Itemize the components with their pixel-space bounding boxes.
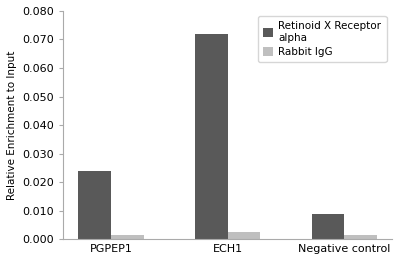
Bar — [344, 235, 377, 239]
Y-axis label: Relative Enrichment to Input: Relative Enrichment to Input — [7, 50, 17, 200]
Bar — [195, 34, 228, 239]
Bar — [228, 232, 260, 239]
Bar — [312, 213, 344, 239]
Legend: Retinoid X Receptor
alpha, Rabbit IgG: Retinoid X Receptor alpha, Rabbit IgG — [258, 16, 386, 62]
Bar — [111, 235, 144, 239]
Bar — [78, 171, 111, 239]
